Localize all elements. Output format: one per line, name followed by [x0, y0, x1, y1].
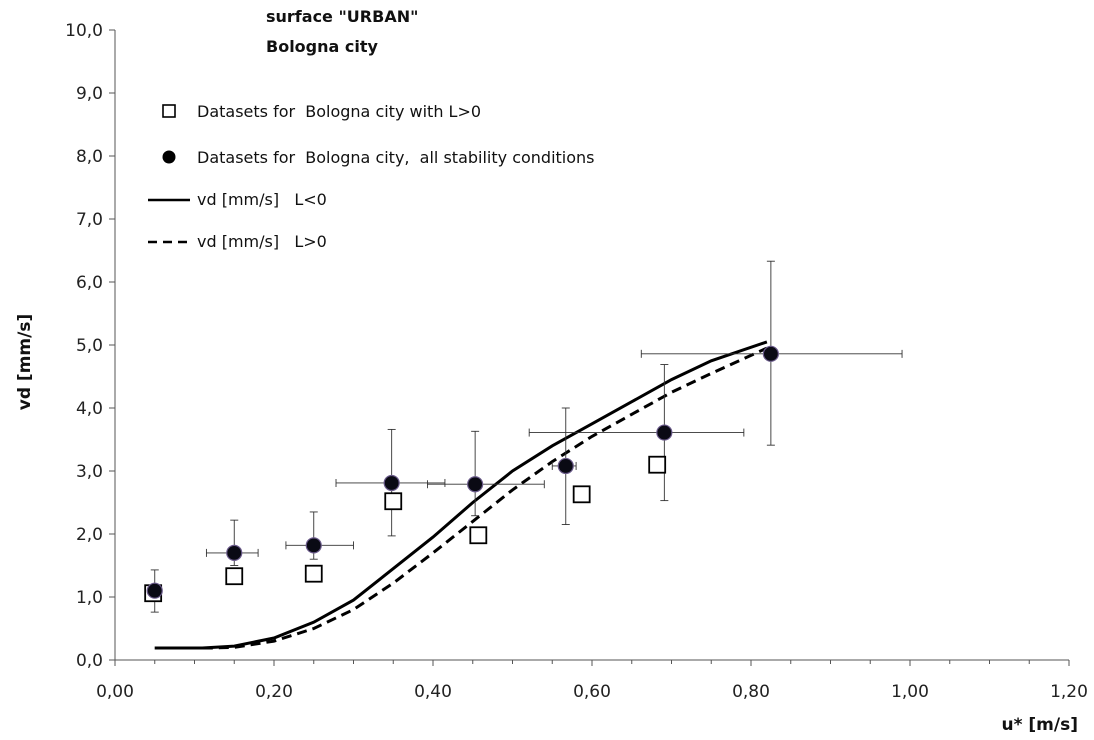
y-tick-label: 8,0 [76, 147, 103, 167]
x-axis-title: u* [m/s] [1002, 715, 1079, 735]
filled-circle-point [467, 476, 484, 493]
x-tick-label: 0,60 [573, 682, 611, 702]
curve-l-positive-dashed [154, 346, 768, 650]
y-axis-ticks: 0,0 1,0 2,0 3,0 4,0 5,0 6,0 7,0 8,0 9,0 10,0 [65, 21, 115, 671]
chart-title-block: surface "URBAN" Bologna city [266, 7, 418, 56]
y-tick-label: 0,0 [76, 651, 103, 671]
chart-subtitle: Bologna city [266, 37, 378, 56]
legend-open-square-icon [162, 104, 176, 118]
y-tick-label: 1,0 [76, 588, 103, 608]
legend-label-filled-circles: Datasets for Bologna city, all stability… [197, 148, 595, 167]
curve-l-negative-solid [154, 340, 768, 650]
open-square-point [384, 492, 403, 511]
legend-label-dashed-line: vd [mm/s] L>0 [197, 232, 327, 251]
legend-item-dashed-line: vd [mm/s] L>0 [148, 232, 327, 251]
filled-circle-point [557, 457, 574, 475]
legend-filled-circle-icon [162, 150, 176, 164]
y-tick-label: 7,0 [76, 210, 103, 230]
filled-circle-point [226, 544, 243, 562]
y-tick-label: 9,0 [76, 84, 103, 104]
legend-label-open-squares: Datasets for Bologna city with L>0 [197, 102, 481, 121]
legend: Datasets for Bologna city with L>0 Datas… [148, 102, 595, 251]
y-tick-label: 2,0 [76, 525, 103, 545]
open-square-point [648, 455, 667, 474]
legend-item-filled-circles: Datasets for Bologna city, all stability… [162, 148, 595, 167]
legend-item-solid-line: vd [mm/s] L<0 [148, 190, 327, 209]
y-tick-label: 10,0 [65, 21, 103, 41]
open-square-point [225, 567, 244, 586]
filled-circle-point [305, 537, 322, 554]
axes [114, 30, 1069, 661]
y-tick-label: 4,0 [76, 399, 103, 419]
filled-circle-point [146, 582, 163, 599]
x-tick-label: 0,00 [96, 682, 134, 702]
legend-item-open-squares: Datasets for Bologna city with L>0 [162, 102, 481, 121]
open-square-point [469, 526, 488, 545]
chart-title: surface "URBAN" [266, 7, 418, 26]
model-curves [154, 340, 768, 650]
open-square-point [304, 564, 323, 583]
y-tick-label: 5,0 [76, 336, 103, 356]
error-bars [150, 260, 903, 613]
filled-circle-point [762, 345, 779, 362]
y-tick-label: 6,0 [76, 273, 103, 293]
open-square-point [572, 485, 591, 504]
filled-circle-point [656, 424, 673, 441]
x-tick-label: 0,20 [255, 682, 293, 702]
data-points [144, 345, 779, 603]
x-tick-label: 0,40 [414, 682, 452, 702]
filled-circle-point [383, 474, 400, 492]
y-tick-label: 3,0 [76, 462, 103, 482]
legend-label-solid-line: vd [mm/s] L<0 [197, 190, 327, 209]
x-tick-label: 1,00 [891, 682, 929, 702]
x-axis-ticks: 0,00 0,20 0,40 0,60 0,80 1,00 1,20 [96, 660, 1088, 702]
y-axis-title: vd [mm/s] [15, 314, 35, 410]
x-tick-label: 0,80 [732, 682, 770, 702]
x-tick-label: 1,20 [1050, 682, 1088, 702]
